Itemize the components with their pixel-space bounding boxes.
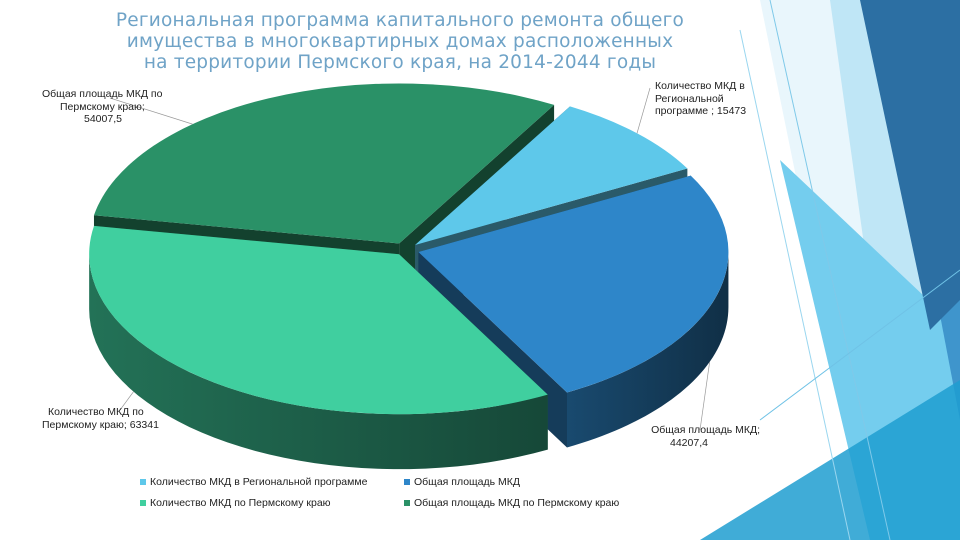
leader-line-perm-count — [119, 391, 134, 411]
deco-dark-panel — [860, 0, 960, 330]
slide-title: Региональная программа капитального ремо… — [60, 10, 740, 73]
data-label-regional-count: Количество МКД в Региональной программе … — [655, 80, 747, 117]
pie-slice-total-area-outer-wall — [566, 252, 729, 448]
data-label-perm-area: Общая площадь МКД по Пермскому краю; 540… — [42, 88, 163, 125]
pie-slice-perm-count-outer-wall — [89, 254, 548, 470]
title-line-2: имущества в многоквартирных домах распол… — [126, 31, 674, 52]
deco-line-2 — [739, 29, 851, 540]
data-label-total-area: Общая площадь МКД; 44207,4 — [651, 424, 760, 449]
title-line-1: Региональная программа капитального ремо… — [115, 10, 685, 31]
legend-item-total-area: Общая площадь МКД — [404, 476, 520, 488]
deco-line-1 — [769, 0, 891, 540]
pie-slice-total-area — [418, 175, 729, 393]
legend-item-perm-area: Общая площадь МКД по Пермскому краю — [404, 497, 619, 509]
legend-swatch-perm-area — [404, 500, 410, 507]
deco-bottom-panel — [700, 380, 960, 540]
leader-line-regional-count — [636, 87, 651, 134]
deco-line-3 — [759, 269, 960, 421]
legend-item-perm-count: Количество МКД по Пермскому краю — [140, 497, 331, 509]
legend-swatch-total-area — [404, 479, 410, 486]
data-label-perm-count: Количество МКД по Пермскому краю; 63341 — [42, 406, 159, 431]
leader-line-perm-area — [109, 97, 193, 125]
legend-swatch-regional-count — [140, 479, 146, 486]
pie-top-layer — [89, 83, 729, 431]
legend-item-regional-count: Количество МКД в Региональной программе — [140, 476, 367, 488]
leader-line-total-area — [699, 361, 710, 431]
pie-slice-regional-count — [415, 106, 688, 245]
legend-swatch-perm-count — [140, 500, 146, 507]
title-line-3: на территории Пермского края, на 2014-20… — [143, 52, 657, 73]
pie-slice-perm-area — [93, 83, 555, 244]
pie-slice-perm-count — [89, 225, 548, 415]
